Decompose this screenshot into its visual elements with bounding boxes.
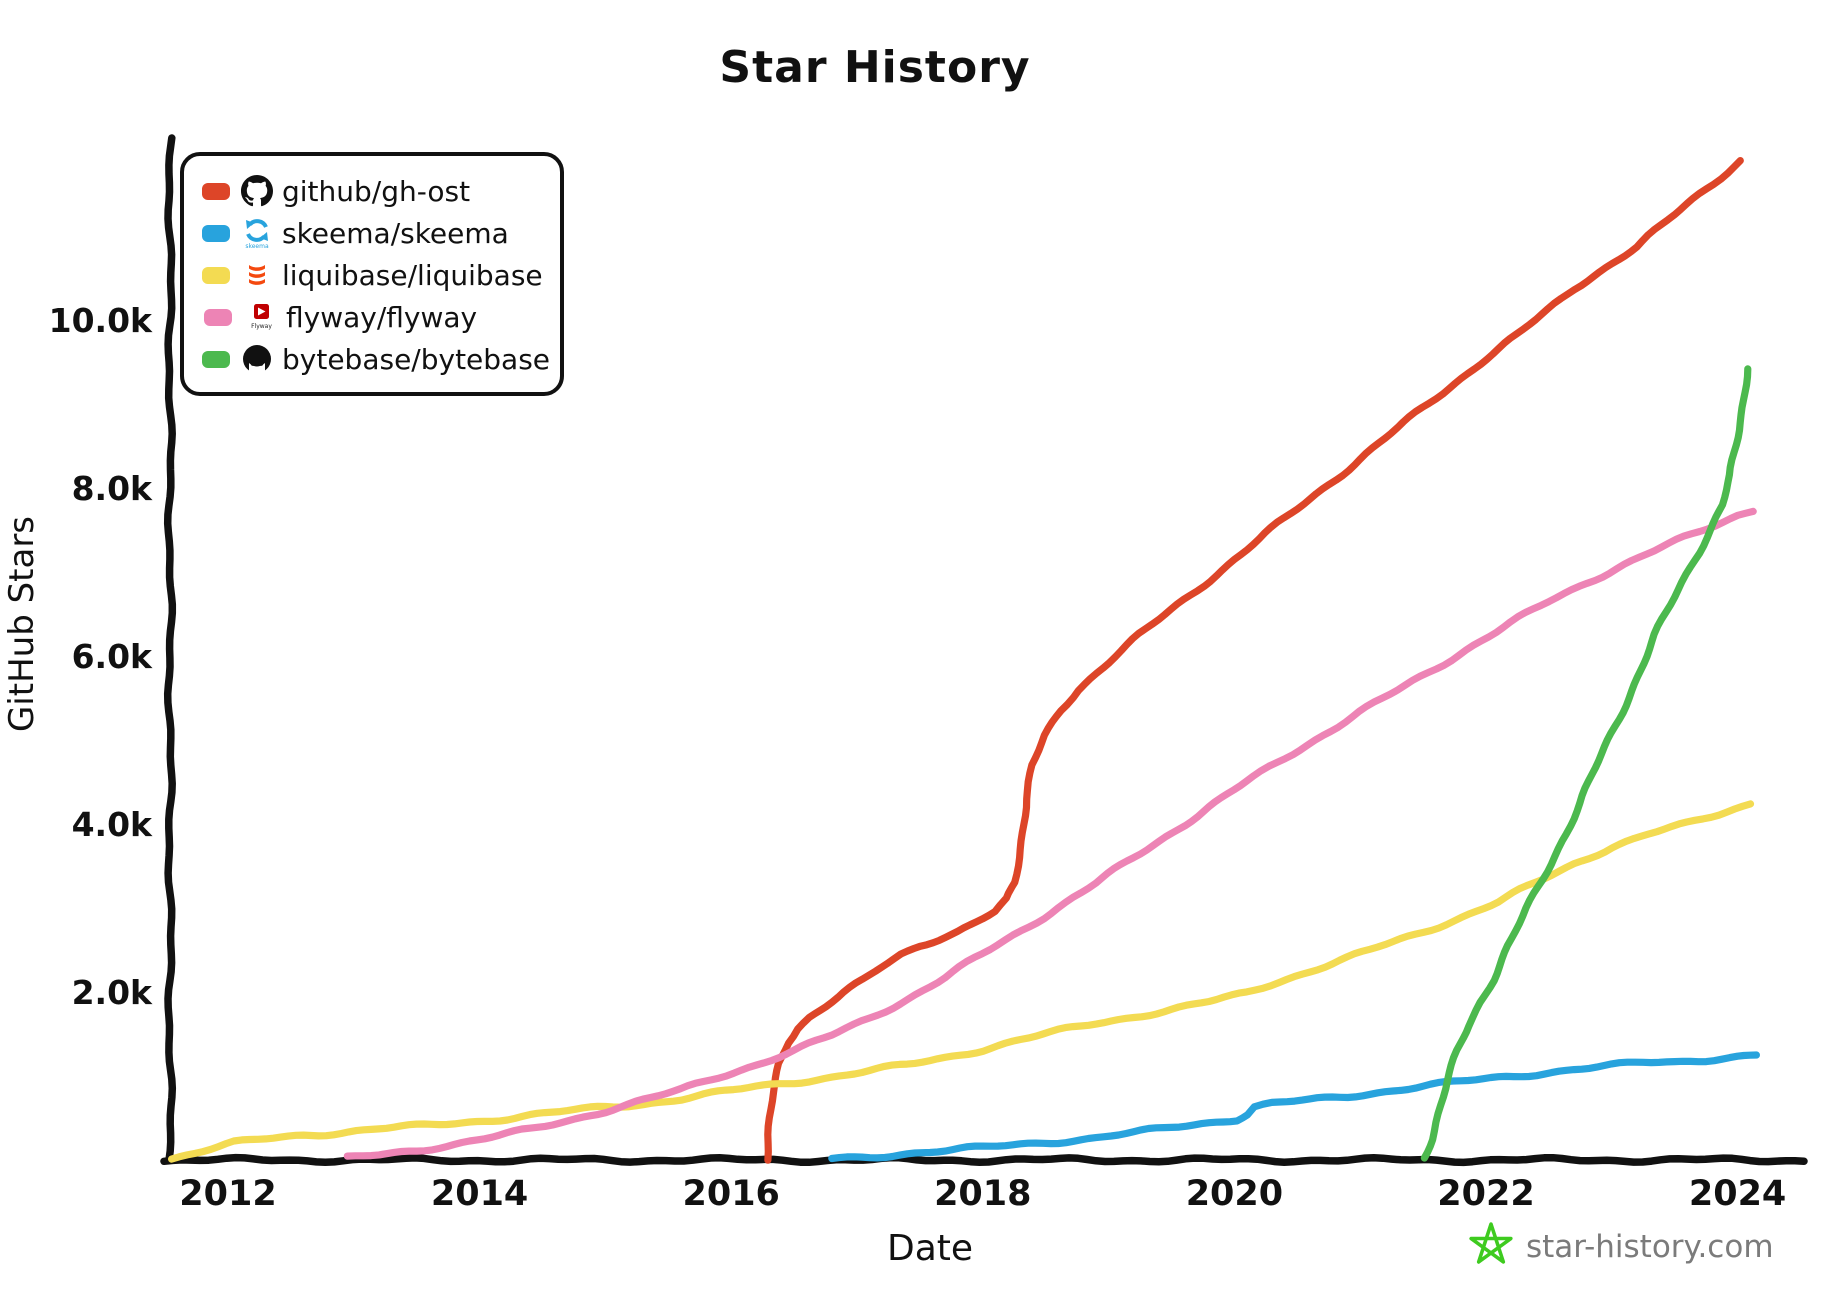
svg-text:skeema: skeema [245,243,269,249]
series-line-bytebase-bytebase [1420,365,1752,1162]
y-axis-title: GitHub Stars [2,515,42,733]
legend-label: github/gh-ost [282,174,471,208]
x-axis-line [160,1153,1808,1167]
y-tick-4.0k: 4.0k [72,805,153,844]
x-tick-2016: 2016 [682,1174,779,1214]
liquibase-color-swatch [202,266,230,284]
axis-tick-labels: 10.0k 8.0k 6.0k 4.0k 2.0k 2012 2014 2016 2018 202… [49,301,1787,1214]
legend-item-flyway: Flyway flyway/flyway [202,296,550,338]
y-axis-line [163,134,177,1164]
flyway-icon: Flyway [245,301,277,333]
flyway-color-swatch [202,301,234,333]
axes [160,134,1808,1167]
chart-title: Star History [719,42,1031,93]
series-line-github-gh-ost [764,157,1744,1164]
x-tick-2012: 2012 [179,1174,276,1214]
x-tick-2018: 2018 [934,1174,1031,1214]
y-tick-6.0k: 6.0k [72,637,153,676]
skeema-color-swatch [202,224,230,242]
legend-item-liquibase: liquibase/liquibase [202,254,550,296]
legend-item-bytebase: bytebase/bytebase [202,338,550,380]
star-history-logo-icon [1468,1222,1514,1272]
x-tick-2024: 2024 [1689,1174,1786,1214]
bytebase-icon [241,343,273,375]
legend-box: github/gh-ost skeema skeema/skeema [180,152,564,396]
y-tick-8.0k: 8.0k [72,469,153,508]
skeema-icon: skeema [241,217,273,249]
x-tick-2022: 2022 [1437,1174,1534,1214]
liquibase-icon [241,259,273,291]
series-lines [168,157,1760,1164]
footer-site-link[interactable]: star-history.com [1526,1229,1774,1265]
y-tick-10.0k: 10.0k [49,301,153,340]
bytebase-color-swatch [202,350,230,368]
legend-label: skeema/skeema [282,216,509,250]
legend-label: bytebase/bytebase [282,342,551,376]
svg-text:Flyway: Flyway [251,323,272,330]
series-line-liquibase-liquibase [168,800,1755,1163]
legend-item-skeema: skeema skeema/skeema [202,212,550,254]
gh-ost-color-swatch [202,182,230,200]
legend-item-gh-ost: github/gh-ost [202,170,550,212]
x-axis-title: Date [886,1228,974,1269]
series-line-skeema-skeema [828,1051,1760,1163]
y-tick-2.0k: 2.0k [72,973,153,1012]
footer-branding[interactable]: star-history.com [1468,1222,1774,1272]
x-tick-2020: 2020 [1186,1174,1283,1214]
legend-label: liquibase/liquibase [282,258,543,292]
series-line-flyway-flyway [343,507,1757,1160]
github-icon [241,175,273,207]
legend-label: flyway/flyway [286,300,478,334]
x-tick-2014: 2014 [431,1174,528,1214]
